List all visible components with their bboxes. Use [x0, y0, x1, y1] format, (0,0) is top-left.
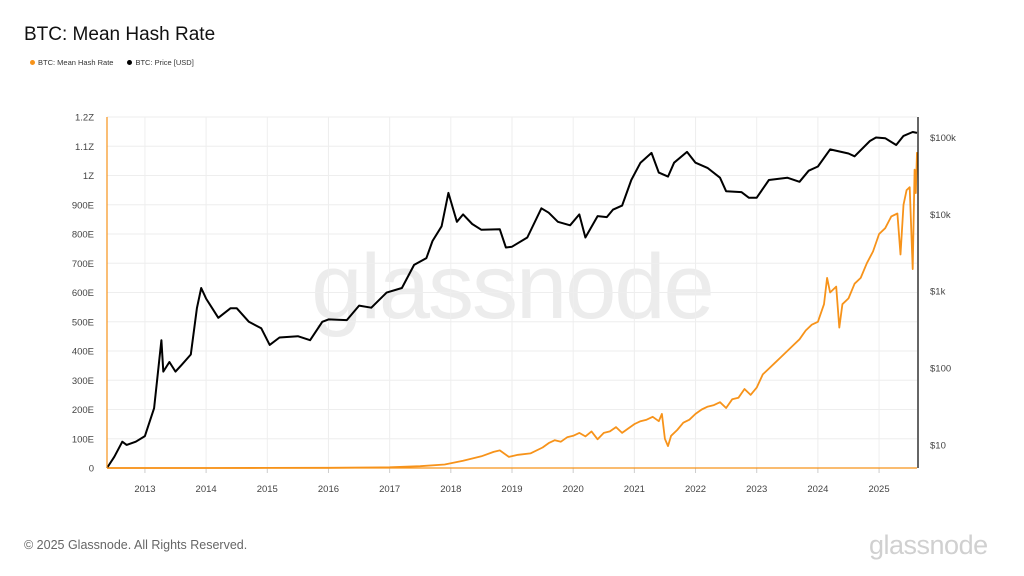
y-left-tick-label: 400E [72, 347, 94, 358]
y-left-tick-label: 300E [72, 376, 94, 387]
legend-label: BTC: Mean Hash Rate [38, 58, 114, 67]
y-left-tick-label: 100E [72, 434, 94, 445]
y-left-tick-label: 1.1Z [75, 142, 94, 153]
glassnode-logo: glassnode [869, 530, 988, 560]
legend-item-hash-rate[interactable]: BTC: Mean Hash Rate [30, 58, 113, 67]
x-tick-label: 2020 [563, 484, 584, 495]
x-tick-label: 2017 [379, 484, 400, 495]
x-tick-label: 2013 [134, 484, 155, 495]
chart-title: BTC: Mean Hash Rate [24, 24, 216, 45]
watermark: glassnode [311, 236, 712, 338]
y-left-tick-label: 1Z [83, 171, 94, 182]
hash-rate-line [107, 152, 918, 469]
price-line [106, 131, 918, 469]
y-right-tick-label: $10 [930, 440, 946, 451]
y-left-tick-label: 200E [72, 405, 94, 416]
legend: BTC: Mean Hash Rate BTC: Price [USD] [30, 58, 194, 67]
x-tick-label: 2024 [807, 484, 828, 495]
legend-dot-icon [127, 60, 133, 65]
legend-item-price[interactable]: BTC: Price [USD] [127, 58, 194, 67]
y-right-tick-label: $100k [930, 133, 956, 144]
legend-dot-icon [30, 60, 35, 65]
series [106, 131, 918, 469]
tick-labels: 0 100E 200E 300E 400E 500E 600E 700E 800E 900E 1Z 1… [72, 113, 956, 496]
x-tick-label: 2014 [196, 484, 217, 495]
x-tick-label: 2022 [685, 484, 706, 495]
copyright: © 2025 Glassnode. All Rights Reserved. [24, 538, 248, 552]
y-left-tick-label: 600E [72, 288, 94, 299]
y-left-tick-label: 700E [72, 259, 94, 270]
x-tick-label: 2018 [440, 484, 461, 495]
grid [107, 116, 917, 473]
x-tick-label: 2019 [501, 484, 522, 495]
y-right-tick-label: $1k [930, 287, 946, 298]
x-tick-label: 2025 [868, 484, 889, 495]
y-left-tick-label: 500E [72, 317, 94, 328]
y-left-tick-label: 1.2Z [75, 113, 94, 124]
x-tick-label: 2015 [257, 484, 278, 495]
y-left-tick-label: 900E [72, 200, 94, 211]
y-left-tick-label: 800E [72, 230, 94, 241]
axes [106, 117, 919, 469]
x-tick-label: 2021 [624, 484, 645, 495]
y-right-tick-label: $10k [930, 210, 951, 221]
y-right-tick-label: $100 [930, 364, 951, 375]
x-tick-label: 2023 [746, 484, 767, 495]
x-tick-label: 2016 [318, 484, 339, 495]
y-left-tick-label: 0 [89, 464, 94, 475]
legend-label: BTC: Price [USD] [135, 58, 194, 67]
